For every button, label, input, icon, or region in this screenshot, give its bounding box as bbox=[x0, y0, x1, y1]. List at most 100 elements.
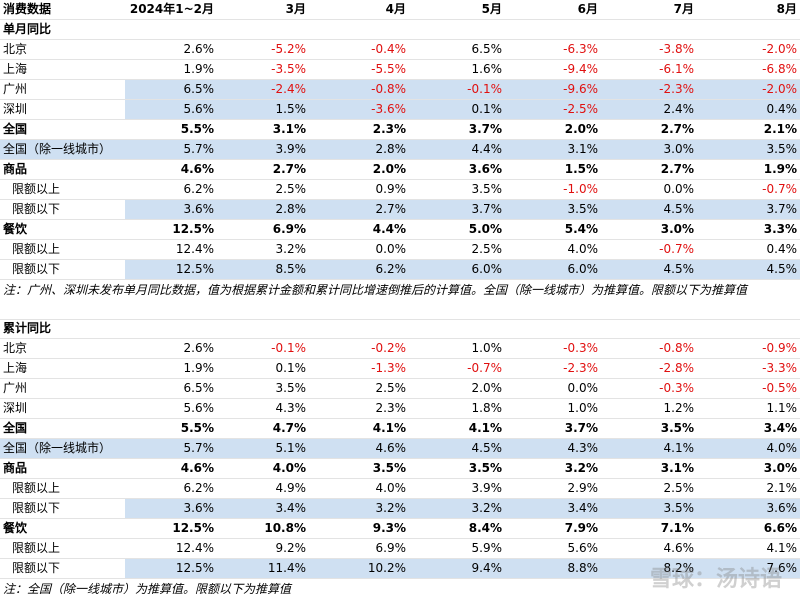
value-cell: -0.7% bbox=[762, 181, 797, 196]
value-cell: 2.5% bbox=[471, 241, 503, 256]
value-cell: 5.9% bbox=[471, 541, 503, 556]
row-label: 限额以上 bbox=[12, 481, 61, 496]
value-cell: 12.5% bbox=[172, 521, 214, 536]
value-cell: 4.0% bbox=[375, 481, 407, 496]
header-cell: 3月 bbox=[285, 2, 306, 16]
value-cell: 0.4% bbox=[697, 99, 800, 119]
table-row: 餐饮 12.5% 6.9% 4.4% 5.0% 5.4% 3.0% 3.3% bbox=[0, 220, 800, 240]
row-label: 全国（除一线城市） bbox=[0, 139, 125, 159]
value-cell: 2.7% bbox=[272, 161, 306, 176]
value-cell: 5.6% bbox=[567, 541, 599, 556]
value-cell: -0.8% bbox=[309, 79, 409, 99]
table-row: 限额以下 3.6% 2.8% 2.7% 3.7% 3.5% 4.5% 3.7% bbox=[0, 199, 800, 220]
row-label: 限额以下 bbox=[12, 561, 61, 576]
value-cell: 3.7% bbox=[564, 421, 598, 436]
value-cell: -0.1% bbox=[409, 79, 505, 99]
value-cell: 2.4% bbox=[601, 99, 697, 119]
value-cell: 3.4% bbox=[505, 499, 601, 519]
value-cell: 3.5% bbox=[468, 461, 502, 476]
row-label: 限额以下 bbox=[12, 501, 61, 516]
row-label: 商品 bbox=[3, 161, 28, 176]
table-row: 深圳 5.6% 1.5% -3.6% 0.1% -2.5% 2.4% 0.4% bbox=[0, 99, 800, 120]
row-label: 限额以下 bbox=[12, 261, 61, 276]
header-cell: 5月 bbox=[481, 2, 502, 16]
value-cell: 5.5% bbox=[180, 421, 214, 436]
value-cell: 2.6% bbox=[183, 341, 215, 356]
value-cell: 2.6% bbox=[183, 41, 215, 56]
value-cell: -0.2% bbox=[371, 341, 406, 356]
value-cell: -2.3% bbox=[601, 79, 697, 99]
row-label: 广州 bbox=[3, 381, 28, 396]
value-cell: 2.0% bbox=[471, 381, 503, 396]
value-cell: 1.8% bbox=[471, 401, 503, 416]
value-cell: 6.5% bbox=[471, 41, 503, 56]
value-cell: 1.0% bbox=[567, 401, 599, 416]
value-cell: -0.1% bbox=[271, 341, 306, 356]
value-cell: 4.5% bbox=[409, 439, 505, 459]
value-cell: 4.6% bbox=[663, 541, 695, 556]
value-cell: 9.2% bbox=[275, 541, 307, 556]
value-cell: 4.4% bbox=[372, 221, 406, 236]
value-cell: 4.1% bbox=[601, 439, 697, 459]
value-cell: 12.4% bbox=[175, 241, 214, 256]
row-label: 深圳 bbox=[3, 401, 28, 416]
value-cell: 4.1% bbox=[372, 421, 406, 436]
value-cell: 6.5% bbox=[183, 381, 215, 396]
value-cell: 3.5% bbox=[697, 139, 800, 159]
value-cell: -0.5% bbox=[762, 381, 797, 396]
value-cell: 3.6% bbox=[468, 161, 502, 176]
row-label: 餐饮 bbox=[3, 221, 28, 236]
value-cell: 2.8% bbox=[217, 199, 309, 219]
value-cell: -6.3% bbox=[563, 41, 598, 56]
value-cell: -6.1% bbox=[659, 61, 694, 76]
table-row: 商品 4.6% 2.7% 2.0% 3.6% 1.5% 2.7% 1.9% bbox=[0, 160, 800, 180]
value-cell: 9.4% bbox=[409, 559, 505, 579]
row-label: 上海 bbox=[3, 361, 28, 376]
table-row: 限额以上 6.2% 2.5% 0.9% 3.5% -1.0% 0.0% -0.7% bbox=[0, 180, 800, 200]
value-cell: 4.6% bbox=[180, 461, 214, 476]
value-cell: 2.1% bbox=[766, 481, 798, 496]
value-cell: 3.2% bbox=[309, 499, 409, 519]
value-cell: -9.4% bbox=[563, 61, 598, 76]
value-cell: 5.7% bbox=[125, 439, 217, 459]
table-row: 全国（除一线城市） 5.7% 3.9% 2.8% 4.4% 3.1% 3.0% 3.5% bbox=[0, 139, 800, 160]
value-cell: -2.8% bbox=[659, 361, 694, 376]
value-cell: 3.9% bbox=[217, 139, 309, 159]
value-cell: -1.0% bbox=[563, 181, 598, 196]
value-cell: -1.3% bbox=[371, 361, 406, 376]
table-row: 广州 6.5% 3.5% 2.5% 2.0% 0.0% -0.3% -0.5% bbox=[0, 379, 800, 400]
value-cell: 3.2% bbox=[275, 241, 307, 256]
value-cell: 6.0% bbox=[505, 259, 601, 279]
value-cell: 2.7% bbox=[660, 161, 694, 176]
header-cell: 2024年1~2月 bbox=[129, 2, 214, 16]
value-cell: -3.8% bbox=[659, 41, 694, 56]
value-cell: -0.7% bbox=[467, 361, 502, 376]
table-row: 全国 5.5% 4.7% 4.1% 4.1% 3.7% 3.5% 3.4% bbox=[0, 419, 800, 440]
value-cell: 4.4% bbox=[409, 139, 505, 159]
value-cell: 3.7% bbox=[409, 199, 505, 219]
value-cell: 5.7% bbox=[125, 139, 217, 159]
value-cell: 4.1% bbox=[766, 541, 798, 556]
value-cell: 7.9% bbox=[564, 521, 598, 536]
table-row: 全国 5.5% 3.1% 2.3% 3.7% 2.0% 2.7% 2.1% bbox=[0, 120, 800, 140]
value-cell: 5.5% bbox=[180, 121, 214, 136]
value-cell: 12.5% bbox=[172, 221, 214, 236]
value-cell: 3.5% bbox=[601, 499, 697, 519]
value-cell: -3.6% bbox=[309, 99, 409, 119]
value-cell: 3.6% bbox=[125, 199, 217, 219]
value-cell: 12.4% bbox=[175, 541, 214, 556]
value-cell: 6.6% bbox=[763, 521, 797, 536]
value-cell: 1.9% bbox=[763, 161, 797, 176]
value-cell: 3.6% bbox=[125, 499, 217, 519]
table-row: 累计同比 bbox=[0, 319, 800, 340]
value-cell: 6.0% bbox=[409, 259, 505, 279]
value-cell: 1.6% bbox=[471, 61, 503, 76]
value-cell: 0.1% bbox=[275, 361, 307, 376]
header-cell: 4月 bbox=[385, 2, 406, 16]
table-row: 消费数据 2024年1~2月 3月 4月 5月 6月 7月 8月 bbox=[0, 0, 800, 20]
value-cell: 5.6% bbox=[183, 401, 215, 416]
section-title: 累计同比 bbox=[3, 321, 52, 336]
header-cell: 7月 bbox=[673, 2, 694, 16]
value-cell: -0.3% bbox=[659, 381, 694, 396]
